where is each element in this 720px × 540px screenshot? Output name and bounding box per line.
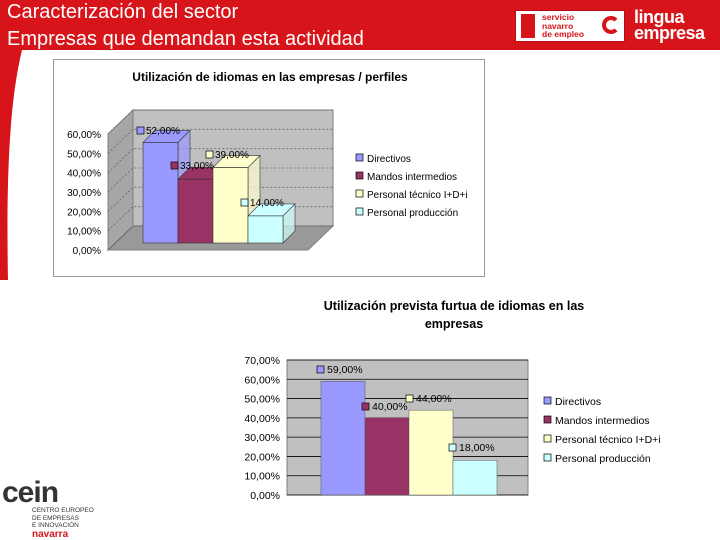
chart-1-legend-swatch [355, 207, 364, 216]
chart-2-bar [452, 460, 498, 496]
chart-1-legend-swatch [355, 153, 364, 162]
chart-1-data-label-marker [136, 126, 145, 135]
chart-2-bar [320, 380, 366, 496]
chart-2-legend-label: Mandos intermedios [555, 415, 650, 427]
chart-1-title: Utilización de idiomas en las empresas /… [132, 70, 408, 84]
chart-2-bar [364, 417, 410, 496]
chart-2-data-label: 59,00% [327, 364, 363, 376]
sne-ring-icon [602, 16, 620, 34]
chart-2-data-label-marker [316, 365, 325, 374]
chart-2-data-label: 44,00% [416, 393, 452, 405]
chart-2-tick-label: 30,00% [244, 432, 280, 444]
chart-2-legend-label: Personal técnico I+D+i [555, 434, 661, 446]
chart-2-legend-swatch [543, 434, 552, 443]
lingua-empresa-logo: lingua empresa [634, 7, 705, 43]
chart-2-bar [408, 409, 454, 496]
chart-2-title-line1: Utilización prevista furtua de idiomas e… [324, 299, 585, 313]
sne-emblem-icon [521, 14, 535, 38]
chart-1-data-label: 52,00% [146, 126, 180, 137]
header-bar: Caracterización del sector Empresas que … [0, 0, 720, 50]
chart-1-tick-label: 30,00% [67, 188, 101, 199]
chart-2-legend-swatch [543, 453, 552, 462]
chart-2-tick-label: 60,00% [244, 374, 280, 386]
cein-logo: cein CENTRO EUROPEO DE EMPRESAS E INNOVA… [2, 476, 102, 540]
chart-1-legend-swatch [355, 189, 364, 198]
cein-logo-navarra: navarra [32, 529, 69, 540]
chart-1-data-label-marker [170, 161, 179, 170]
page-subtitle: Empresas que demandan esta actividad [7, 28, 364, 50]
chart-1-legend-label: Mandos intermedios [367, 172, 457, 183]
chart-1-tick-label: 40,00% [67, 169, 101, 180]
page-title: Caracterización del sector [7, 1, 239, 23]
sne-logo-text: servicio navarro de empleo [542, 12, 585, 40]
decorative-swoosh-icon [0, 50, 22, 280]
chart-1-legend-label: Personal producción [367, 208, 458, 219]
chart-1-bar [177, 178, 214, 244]
chart-2-data-label-marker [448, 443, 457, 452]
chart-1-tick-label: 20,00% [67, 207, 101, 218]
chart-2-data-label-marker [361, 402, 370, 411]
chart-2-legend-label: Personal producción [555, 453, 651, 465]
chart-1-data-label-marker [205, 150, 214, 159]
chart-2-legend-box [539, 390, 689, 462]
chart-2-title-line2: empresas [425, 317, 483, 331]
chart-1-tick-label: 10,00% [67, 227, 101, 238]
chart-2-tick-label: 20,00% [244, 451, 280, 463]
chart-1-bar [247, 215, 284, 244]
chart-2-tick-label: 50,00% [244, 394, 280, 406]
lingua-empresa-line2: empresa [634, 23, 705, 43]
cein-logo-mark: cein [2, 476, 59, 509]
chart-2-legend-swatch [543, 396, 552, 405]
chart-2-tick-label: 10,00% [244, 471, 280, 483]
chart-1-data-label-marker [240, 198, 249, 207]
chart-2-data-label-marker [405, 394, 414, 403]
chart-2-legend-swatch [543, 415, 552, 424]
chart-2-legend-label: Directivos [555, 396, 601, 408]
chart-2-data-label: 18,00% [459, 442, 495, 454]
chart-2-tick-label: 0,00% [250, 490, 280, 502]
chart-2-tick-label: 70,00% [244, 355, 280, 367]
chart-2-tick-label: 40,00% [244, 413, 280, 425]
servicio-navarro-empleo-logo: servicio navarro de empleo [515, 10, 625, 42]
chart-1-legend-swatch [355, 171, 364, 180]
lingua-empresa-line1: lingua [634, 7, 684, 27]
chart-1-data-label: 33,00% [180, 161, 214, 172]
chart-1-legend-label: Personal técnico I+D+i [367, 190, 468, 201]
cein-logo-subtitle: CENTRO EUROPEO DE EMPRESAS E INNOVACIÓN [32, 507, 94, 529]
chart-1-tick-label: 60,00% [67, 130, 101, 141]
chart-1-tick-label: 50,00% [67, 149, 101, 160]
chart-2-data-label: 40,00% [372, 401, 408, 413]
chart-1-tick-label: 0,00% [73, 246, 101, 257]
chart-1-data-label: 39,00% [215, 150, 249, 161]
chart-1-data-label: 14,00% [250, 198, 284, 209]
chart-1-legend-label: Directivos [367, 154, 411, 165]
